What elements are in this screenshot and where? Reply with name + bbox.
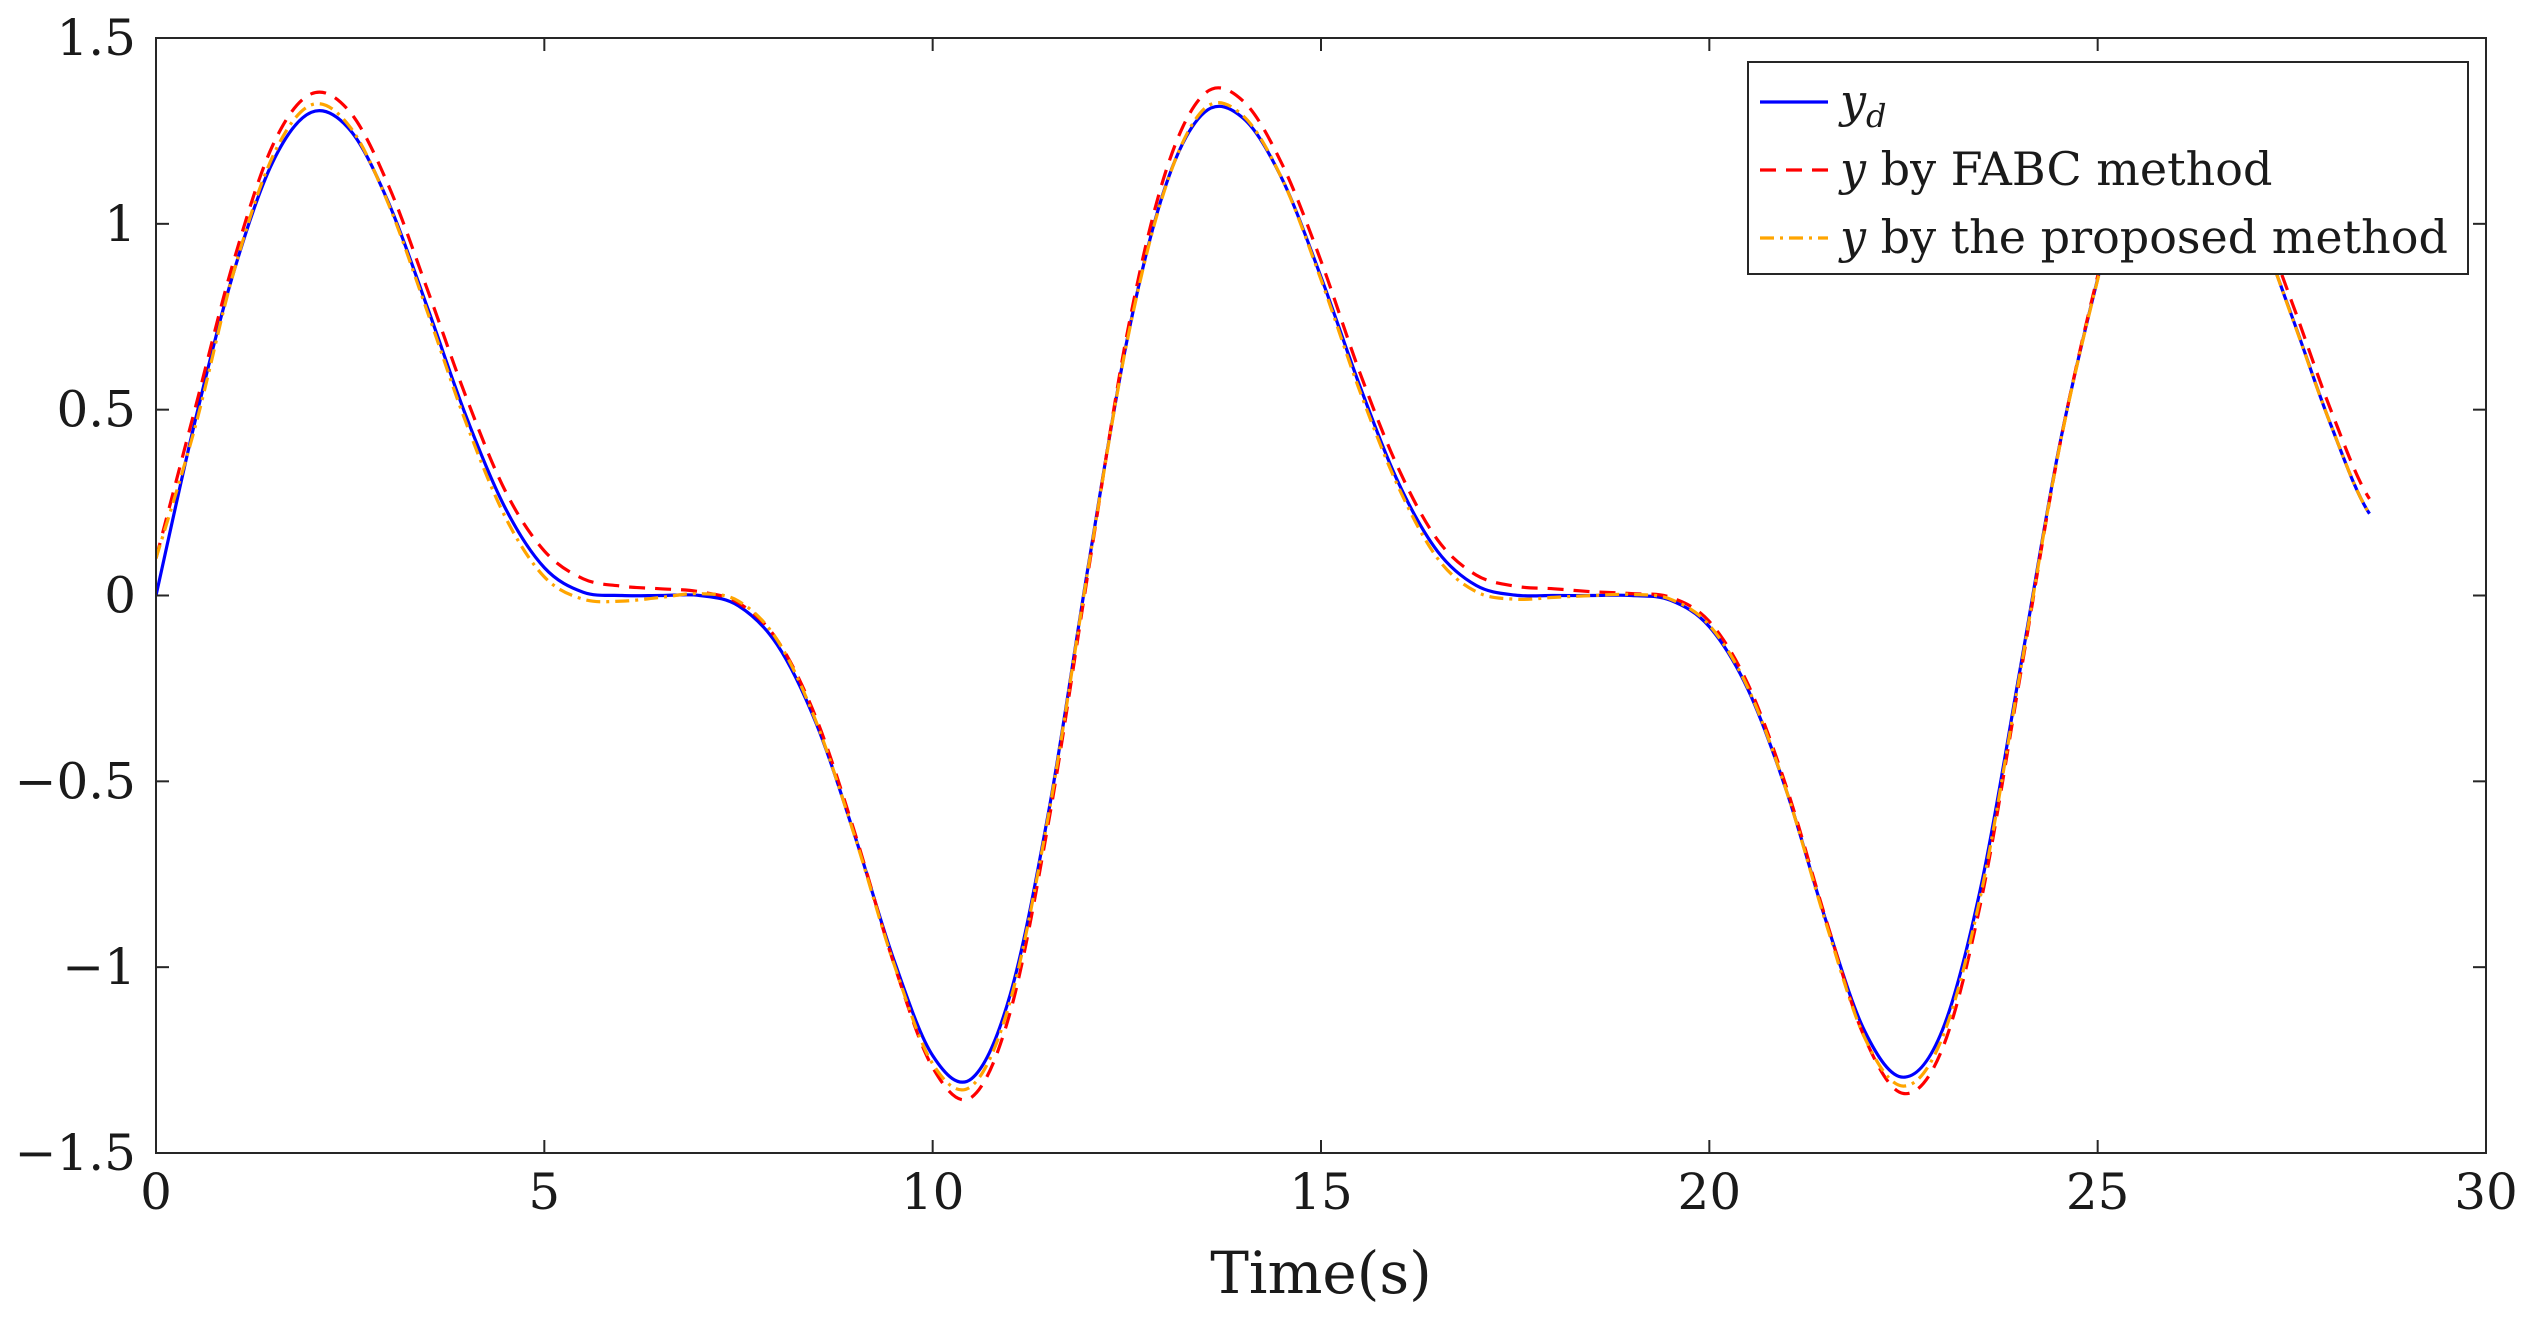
x-tick-label: 0 [140,1163,172,1221]
x-tick-label: 10 [901,1163,965,1221]
x-tick-label: 15 [1289,1163,1353,1221]
y-tick-label: 0.5 [56,381,136,439]
legend-symbol: y [1838,74,1867,128]
x-tick-label: 20 [1678,1163,1742,1221]
legend-entry-1: yd [1838,74,1886,135]
y-tick-label: 1 [104,195,136,253]
series-line-3 [156,101,2371,1092]
legend-symbol: y [1838,142,1867,196]
y-tick-label: −0.5 [15,752,136,810]
legend-symbol: y [1838,210,1867,264]
x-tick-label: 25 [2066,1163,2130,1221]
y-tick-label: −1 [62,938,136,996]
legend-entry-3: y by the proposed method [1838,210,2448,264]
legend-entry-2: y by FABC method [1838,142,2272,196]
axis-ticks: 0 5 10 15 20 25 30 −1.5 −1 −0.5 0 0.5 1 1.5 [15,9,2518,1221]
x-axis-label: Time(s) [1210,1239,1432,1307]
legend-subscript: d [1866,97,1886,135]
legend-box [1747,61,2469,275]
series-lines [156,86,2371,1102]
y-tick-label: 1.5 [56,9,136,67]
x-tick-label: 5 [528,1163,560,1221]
y-tick-label: 0 [104,567,136,625]
legend-label: by the proposed method [1866,210,2448,264]
legend-label: by FABC method [1866,142,2272,196]
y-tick-label: −1.5 [15,1124,136,1182]
x-tick-label: 30 [2454,1163,2518,1221]
